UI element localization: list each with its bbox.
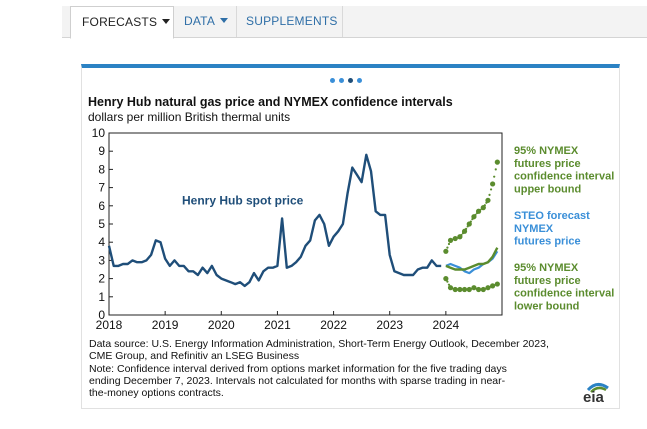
tab-forecasts-label: FORECASTS — [82, 15, 158, 29]
eia-logo-arc-icon — [586, 383, 609, 393]
tab-divider — [342, 6, 343, 37]
tab-supplements[interactable]: SUPPLEMENTS — [246, 6, 338, 37]
eia-logo-text: eia — [583, 389, 604, 406]
chevron-down-icon — [162, 19, 171, 24]
footnote-3: the-money options contracts. — [89, 387, 224, 399]
carousel-dot-3[interactable] — [348, 78, 353, 83]
tab-divider — [236, 6, 237, 37]
chart-title: Henry Hub natural gas price and NYMEX co… — [88, 95, 453, 109]
tab-forecasts[interactable]: FORECASTS — [70, 6, 174, 39]
top-tab-bar: FORECASTS DATA SUPPLEMENTS — [62, 6, 647, 39]
tab-data-label: DATA — [184, 14, 216, 28]
carousel-dot-4[interactable] — [357, 78, 362, 83]
chevron-down-icon — [220, 18, 229, 23]
source-note-1: Data source: U.S. Energy Information Adm… — [89, 338, 549, 350]
footnote-1: Note: Confidence interval derived from o… — [89, 363, 507, 375]
tab-data[interactable]: DATA — [184, 6, 236, 37]
source-note-2: CME Group, and Refinitiv an LSEG Busines… — [89, 350, 300, 362]
chart-subtitle: dollars per million British thermal unit… — [88, 110, 291, 124]
footnote-2: ending December 7, 2023. Intervals not c… — [89, 375, 506, 387]
eia-logo: eia — [580, 381, 614, 406]
carousel-dot-1[interactable] — [330, 78, 335, 83]
carousel-dot-2[interactable] — [339, 78, 344, 83]
tab-supplements-label: SUPPLEMENTS — [246, 14, 338, 28]
